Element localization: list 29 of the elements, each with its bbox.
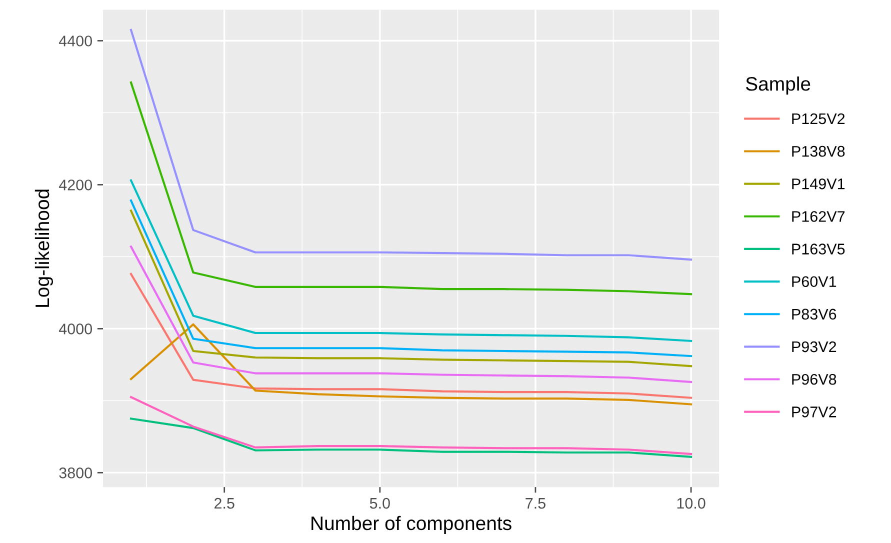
line-series — [130, 28, 692, 261]
legend-label: P60V1 — [792, 276, 836, 288]
legend-label: P163V5 — [792, 244, 845, 254]
y-tick-label: 3800 — [59, 468, 92, 478]
legend-label: P138V8 — [792, 146, 845, 157]
legend-label: P93V2 — [792, 341, 836, 352]
y-axis-title: Log-likelihood — [34, 190, 54, 307]
line-series — [130, 179, 692, 342]
line-series — [130, 272, 692, 399]
y-tick-label: 4000 — [58, 324, 92, 334]
legend-label: P162V7 — [792, 211, 845, 222]
legend-title: Sample — [746, 76, 810, 95]
x-tick-label: 10.0 — [677, 498, 706, 509]
legend-label: P97V2 — [792, 406, 836, 418]
line-series — [130, 396, 692, 455]
x-tick-label: 5.0 — [370, 498, 390, 509]
x-axis-title: Number of components — [312, 516, 512, 534]
y-tick-label: 4400 — [58, 36, 92, 46]
legend-label: P96V8 — [792, 374, 836, 385]
legend-label: P149V1 — [792, 178, 845, 190]
legend-label: P83V6 — [792, 308, 836, 320]
y-tick-label: 4200 — [58, 180, 92, 190]
x-tick-label: 2.5 — [214, 498, 234, 509]
line-series — [130, 323, 692, 406]
line-series — [130, 81, 692, 296]
line-series — [130, 246, 692, 384]
line-series — [130, 418, 692, 458]
x-tick-label: 7.5 — [526, 498, 546, 509]
legend-label: P125V2 — [792, 113, 845, 124]
